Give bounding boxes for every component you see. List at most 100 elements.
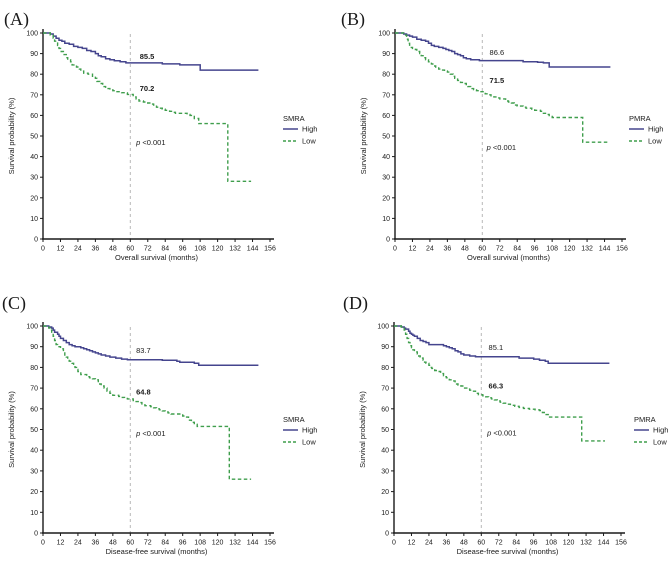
x-tick-label: 60 — [126, 246, 134, 253]
y-tick-label: 70 — [30, 386, 38, 393]
x-tick-label: 48 — [461, 246, 469, 253]
y-tick-label: 50 — [30, 134, 38, 141]
legend-title: PMRA — [629, 114, 651, 123]
legend-low-label: Low — [648, 137, 662, 146]
y-tick-label: 10 — [381, 510, 389, 517]
y-tick-label: 30 — [30, 468, 38, 475]
y-tick-label: 100 — [26, 324, 38, 331]
y-tick-label: 10 — [30, 216, 38, 223]
panel-letter: (C) — [2, 293, 26, 314]
y-tick-label: 100 — [378, 31, 390, 38]
x-axis-title: Disease-free survival (months) — [106, 547, 208, 556]
p-value-label: p <0.001 — [135, 138, 165, 147]
x-tick-label: 144 — [247, 540, 259, 547]
y-tick-label: 0 — [34, 237, 38, 244]
y-tick-label: 70 — [381, 386, 389, 393]
x-tick-label: 108 — [194, 540, 206, 547]
x-tick-label: 108 — [546, 246, 558, 253]
x-tick-label: 108 — [194, 246, 206, 253]
x-tick-label: 156 — [616, 246, 628, 253]
x-tick-label: 96 — [179, 246, 187, 253]
survival-curve-low — [43, 32, 252, 182]
survival-rate-label: 71.5 — [490, 76, 505, 85]
y-tick-label: 90 — [30, 344, 38, 351]
x-tick-label: 120 — [212, 540, 224, 547]
legend-high-label: High — [653, 426, 668, 435]
x-tick-label: 132 — [581, 246, 593, 253]
y-tick-label: 100 — [377, 324, 389, 331]
y-tick-label: 60 — [30, 113, 38, 120]
legend-low-label: Low — [302, 438, 316, 447]
survival-rate-label: 85.1 — [489, 343, 504, 352]
x-tick-label: 24 — [425, 540, 433, 547]
x-tick-label: 48 — [109, 540, 117, 547]
y-tick-label: 40 — [30, 154, 38, 161]
y-tick-label: 30 — [381, 468, 389, 475]
panel-letter: (B) — [341, 9, 365, 30]
y-tick-label: 30 — [30, 175, 38, 182]
x-tick-label: 96 — [179, 540, 187, 547]
x-tick-label: 144 — [599, 246, 611, 253]
x-tick-label: 60 — [478, 246, 486, 253]
x-tick-label: 36 — [442, 540, 450, 547]
y-tick-label: 60 — [30, 406, 38, 413]
y-tick-label: 40 — [382, 154, 390, 161]
y-tick-label: 10 — [30, 510, 38, 517]
x-tick-label: 84 — [512, 540, 520, 547]
legend-high-label: High — [302, 125, 317, 134]
y-axis-title: Survival probability (%) — [7, 391, 16, 468]
x-axis-title: Overall survival (months) — [467, 253, 550, 262]
x-axis-title: Overall survival (months) — [115, 253, 198, 262]
survival-curve-high — [395, 32, 611, 68]
y-tick-label: 0 — [386, 237, 390, 244]
y-tick-label: 20 — [30, 195, 38, 202]
x-tick-label: 72 — [144, 246, 152, 253]
legend-low-label: Low — [302, 137, 316, 146]
panel-letter: (D) — [343, 293, 368, 314]
x-tick-label: 12 — [409, 246, 417, 253]
y-tick-label: 20 — [30, 489, 38, 496]
x-tick-label: 120 — [564, 246, 576, 253]
x-tick-label: 156 — [264, 540, 276, 547]
y-tick-label: 100 — [26, 31, 38, 38]
survival-rate-label: 66.3 — [489, 382, 504, 391]
y-tick-label: 80 — [381, 365, 389, 372]
x-tick-label: 48 — [460, 540, 468, 547]
y-tick-label: 50 — [381, 427, 389, 434]
x-tick-label: 156 — [264, 246, 276, 253]
y-tick-label: 70 — [30, 92, 38, 99]
legend-title: SMRA — [283, 114, 305, 123]
y-tick-label: 20 — [381, 489, 389, 496]
x-tick-label: 36 — [91, 540, 99, 547]
y-axis-title: Survival probability (%) — [359, 97, 368, 174]
x-tick-label: 120 — [563, 540, 575, 547]
survival-chart-panel-a: (A) 0 12 24 36 48 60 72 84 96 108 120 132 144 156 0 10 20… — [4, 9, 317, 262]
y-tick-label: 60 — [381, 406, 389, 413]
x-tick-label: 72 — [144, 540, 152, 547]
y-tick-label: 80 — [30, 72, 38, 79]
x-tick-label: 0 — [392, 540, 396, 547]
x-tick-label: 12 — [57, 540, 65, 547]
survival-rate-label: 70.2 — [140, 84, 155, 93]
survival-curve-high — [43, 325, 259, 367]
legend-low-label: Low — [653, 438, 667, 447]
legend-high-label: High — [648, 125, 663, 134]
x-tick-label: 72 — [495, 540, 503, 547]
y-tick-label: 80 — [30, 365, 38, 372]
survival-rate-label: 64.8 — [136, 388, 151, 397]
y-tick-label: 50 — [382, 134, 390, 141]
panel-letter: (A) — [4, 9, 29, 30]
p-value-label: p <0.001 — [135, 429, 165, 438]
y-tick-label: 20 — [382, 195, 390, 202]
survival-rate-label: 83.7 — [136, 346, 151, 355]
y-tick-label: 70 — [382, 92, 390, 99]
p-value-label: p <0.001 — [486, 143, 516, 152]
x-tick-label: 84 — [513, 246, 521, 253]
y-tick-label: 90 — [381, 344, 389, 351]
x-tick-label: 0 — [41, 246, 45, 253]
x-tick-label: 96 — [531, 246, 539, 253]
x-tick-label: 24 — [426, 246, 434, 253]
y-tick-label: 10 — [382, 216, 390, 223]
y-tick-label: 90 — [382, 51, 390, 58]
x-tick-label: 132 — [229, 540, 241, 547]
